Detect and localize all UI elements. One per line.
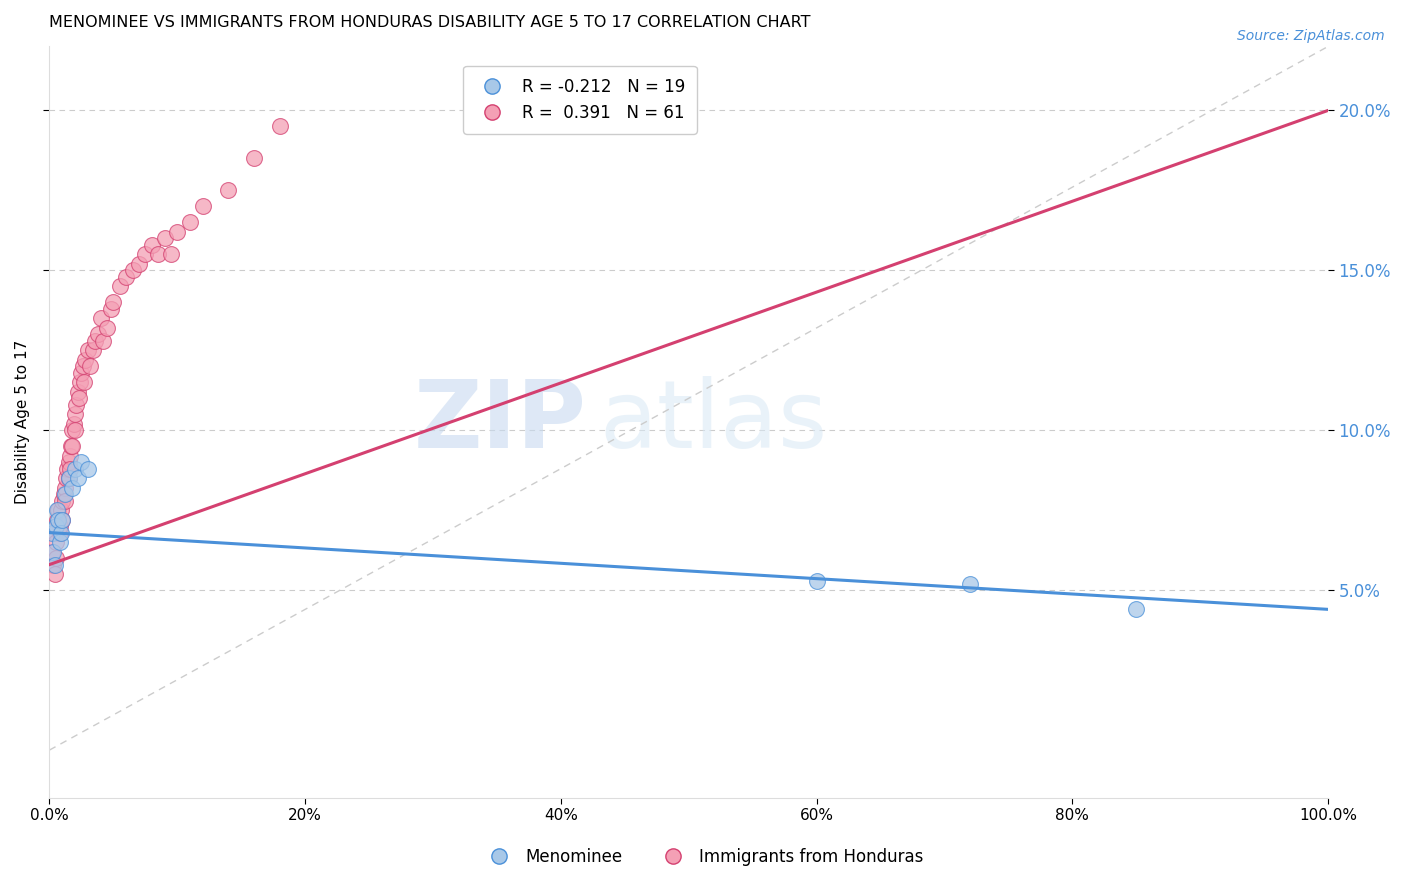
- Point: [48, 535, 70, 549]
- Point: [52, 487, 75, 501]
- Point: [121, 263, 143, 277]
- Point: [59, 449, 82, 463]
- Point: [84, 334, 107, 348]
- Point: [42, 545, 65, 559]
- Point: [72, 359, 94, 374]
- Point: [48, 519, 70, 533]
- Point: [82, 343, 104, 358]
- Text: MENOMINEE VS IMMIGRANTS FROM HONDURAS DISABILITY AGE 5 TO 17 CORRELATION CHART: MENOMINEE VS IMMIGRANTS FROM HONDURAS DI…: [49, 15, 811, 30]
- Point: [806, 574, 828, 588]
- Point: [41, 545, 63, 559]
- Point: [63, 461, 86, 475]
- Point: [58, 471, 80, 485]
- Point: [91, 334, 114, 348]
- Point: [79, 359, 101, 374]
- Point: [66, 384, 89, 399]
- Point: [51, 493, 73, 508]
- Point: [62, 481, 84, 495]
- Point: [58, 471, 80, 485]
- Point: [108, 279, 131, 293]
- Point: [69, 376, 91, 390]
- Point: [146, 247, 169, 261]
- Point: [49, 525, 72, 540]
- Point: [96, 321, 118, 335]
- Point: [51, 513, 73, 527]
- Point: [62, 439, 84, 453]
- Point: [191, 199, 214, 213]
- Point: [48, 503, 70, 517]
- Point: [49, 503, 72, 517]
- Point: [160, 247, 183, 261]
- Point: [90, 311, 112, 326]
- Point: [179, 215, 201, 229]
- Point: [67, 391, 90, 405]
- Y-axis label: Disability Age 5 to 17: Disability Age 5 to 17: [15, 340, 30, 504]
- Point: [87, 327, 110, 342]
- Point: [103, 295, 125, 310]
- Point: [48, 513, 70, 527]
- Point: [45, 551, 67, 566]
- Point: [1125, 602, 1147, 616]
- Point: [153, 231, 176, 245]
- Point: [48, 525, 70, 540]
- Point: [53, 481, 76, 495]
- Point: [66, 471, 89, 485]
- Point: [63, 423, 86, 437]
- Text: atlas: atlas: [599, 376, 828, 468]
- Point: [51, 513, 73, 527]
- Point: [42, 558, 65, 572]
- Point: [134, 247, 156, 261]
- Point: [62, 417, 84, 431]
- Point: [115, 269, 138, 284]
- Point: [56, 461, 79, 475]
- Point: [76, 343, 98, 358]
- Point: [46, 513, 69, 527]
- Point: [60, 439, 83, 453]
- Point: [44, 558, 66, 572]
- Point: [58, 455, 80, 469]
- Point: [269, 120, 291, 134]
- Point: [45, 519, 67, 533]
- Point: [65, 398, 87, 412]
- Point: [141, 237, 163, 252]
- Point: [45, 535, 67, 549]
- Text: ZIP: ZIP: [413, 376, 586, 468]
- Point: [70, 366, 93, 380]
- Point: [41, 525, 63, 540]
- Point: [243, 152, 266, 166]
- Point: [959, 576, 981, 591]
- Point: [63, 407, 86, 421]
- Point: [44, 525, 66, 540]
- Point: [59, 461, 82, 475]
- Point: [70, 455, 93, 469]
- Text: Source: ZipAtlas.com: Source: ZipAtlas.com: [1237, 29, 1385, 43]
- Point: [75, 352, 97, 367]
- Point: [73, 376, 96, 390]
- Point: [166, 225, 188, 239]
- Point: [62, 423, 84, 437]
- Point: [44, 567, 66, 582]
- Point: [53, 493, 76, 508]
- Point: [217, 183, 239, 197]
- Point: [55, 471, 77, 485]
- Legend: Menominee, Immigrants from Honduras: Menominee, Immigrants from Honduras: [475, 842, 931, 873]
- Legend: R = -0.212   N = 19, R =  0.391   N = 61: R = -0.212 N = 19, R = 0.391 N = 61: [464, 66, 697, 134]
- Point: [100, 301, 122, 316]
- Point: [46, 503, 69, 517]
- Point: [128, 257, 150, 271]
- Point: [53, 487, 76, 501]
- Point: [76, 461, 98, 475]
